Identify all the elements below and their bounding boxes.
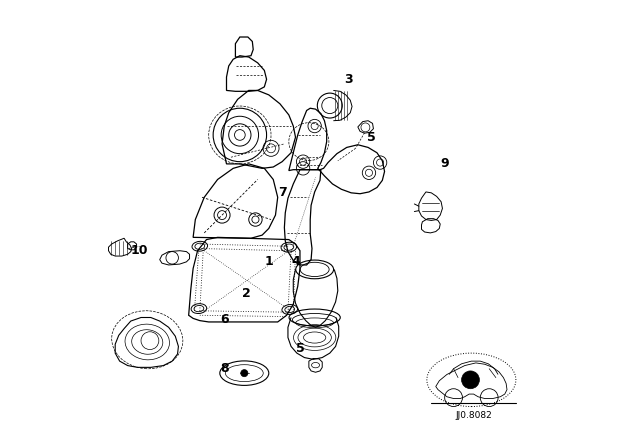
Text: 9: 9 [440,157,449,170]
Text: 5: 5 [296,342,305,355]
Circle shape [241,370,248,377]
Text: JJ0.8082: JJ0.8082 [455,411,492,420]
Text: 10: 10 [131,244,148,257]
Text: 7: 7 [278,186,287,199]
Text: 1: 1 [264,255,273,268]
Text: 2: 2 [242,287,251,300]
Text: 8: 8 [220,362,228,375]
Text: 3: 3 [344,73,353,86]
Text: 6: 6 [220,313,228,326]
Text: 4: 4 [291,255,300,268]
Text: 5: 5 [367,131,376,144]
Circle shape [461,371,479,389]
